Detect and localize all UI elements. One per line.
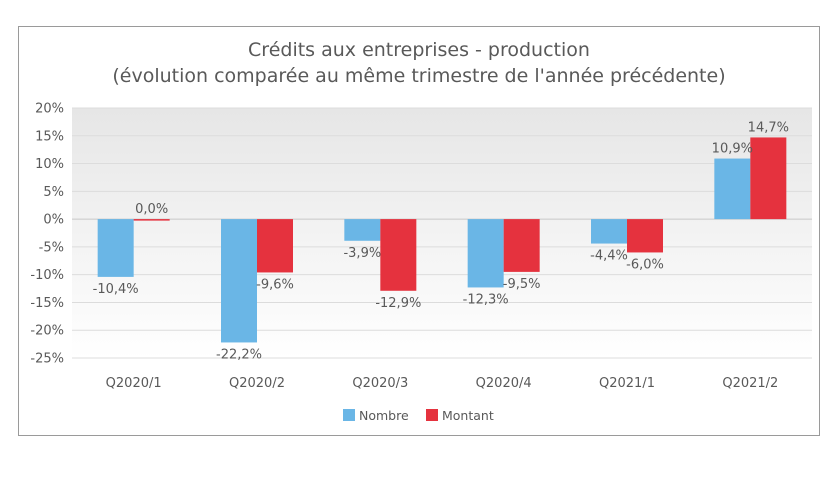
data-label: -12,3% (463, 292, 509, 307)
y-tick-label: 0% (43, 213, 64, 228)
bar-montant (380, 219, 417, 291)
y-tick-label: -10% (30, 268, 64, 283)
legend: Nombre Montant (343, 408, 494, 423)
legend-swatch (343, 409, 355, 421)
bar-montant (257, 219, 293, 273)
legend-swatch (426, 409, 438, 421)
y-tick-label: -20% (30, 324, 64, 339)
y-tick-label: 15% (35, 129, 64, 144)
x-tick-label: Q2021/2 (722, 376, 778, 391)
legend-label: Montant (442, 408, 494, 423)
x-tick-label: Q2020/2 (229, 376, 285, 391)
x-tick-label: Q2020/3 (352, 376, 408, 391)
data-label: 0,0% (135, 202, 168, 217)
y-tick-label: 10% (35, 157, 64, 172)
y-axis-ticks: 20% 15% 10% 5% 0% -5% -10% -15% -20% -25% (30, 102, 64, 367)
data-label: -4,4% (590, 249, 628, 264)
plot-area (72, 108, 812, 358)
legend-label: Nombre (359, 408, 409, 423)
y-tick-label: 5% (43, 185, 64, 200)
bar-montant (627, 219, 663, 253)
gridlines (72, 107, 812, 359)
bar-montant (133, 219, 170, 221)
y-tick-label: -25% (30, 352, 64, 367)
bar-montant (750, 137, 787, 220)
bar-montant (503, 219, 540, 272)
bar-nombre (591, 219, 627, 244)
x-tick-label: Q2020/1 (106, 376, 162, 391)
bar-nombre (221, 219, 257, 343)
data-label: -12,9% (375, 296, 421, 311)
data-label: -10,4% (93, 282, 139, 297)
data-label: -6,0% (626, 257, 664, 272)
x-axis-ticks: Q2020/1 Q2020/2 Q2020/3 Q2020/4 Q2021/1 Q2021… (106, 376, 779, 391)
y-tick-label: -5% (39, 240, 64, 255)
y-tick-label: -15% (30, 296, 64, 311)
data-label: 14,7% (748, 120, 789, 135)
data-label: -9,6% (256, 277, 294, 292)
x-tick-label: Q2021/1 (599, 376, 655, 391)
data-label: -22,2% (216, 347, 262, 362)
bar-nombre (97, 219, 134, 277)
data-labels: -10,4% 0,0% -22,2% -9,6% -3,9% -12,9% -12,3%-9… (93, 120, 789, 362)
x-tick-label: Q2020/4 (476, 376, 532, 391)
bar-nombre (714, 158, 751, 220)
data-label: -3,9% (343, 246, 381, 261)
bar-nombre (467, 219, 504, 288)
data-label: -9,5% (503, 277, 541, 292)
chart-title: Crédits aux entreprises - production (248, 39, 590, 61)
bars (97, 137, 787, 343)
data-label: 10,9% (712, 142, 753, 157)
y-tick-label: 20% (35, 102, 64, 117)
chart-subtitle: (évolution comparée au même trimestre de… (112, 65, 725, 87)
bar-nombre (344, 219, 381, 241)
